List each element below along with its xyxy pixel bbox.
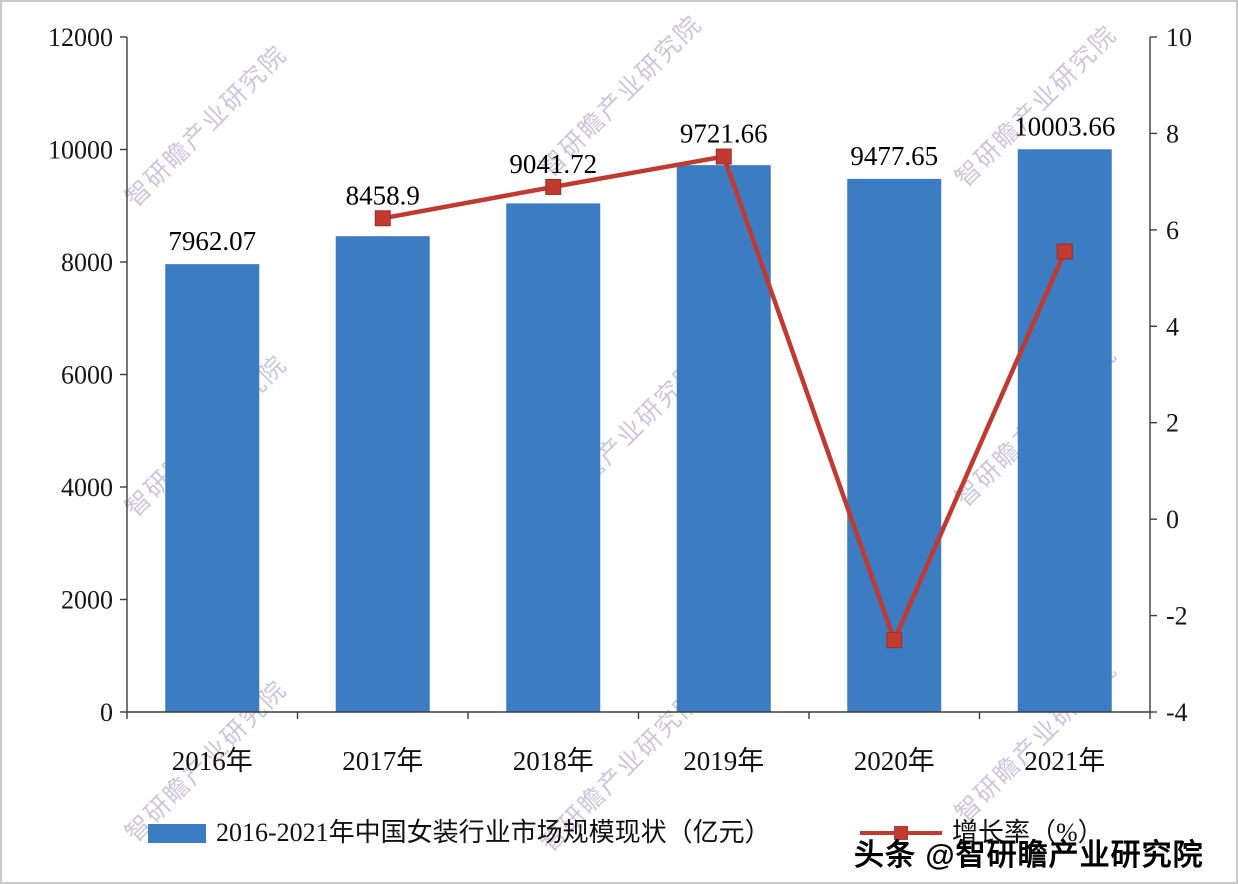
x-axis-label-2021年: 2021年 (1024, 746, 1105, 776)
right-axis-tick-label: -2 (1166, 602, 1188, 631)
left-axis-tick-label: 8000 (61, 248, 113, 277)
chart-legend-line-series: 增长率（%） (860, 820, 1104, 846)
left-axis-tick-label: 4000 (61, 473, 113, 502)
growth-marker-2019年 (715, 148, 732, 165)
bar-value-label: 9477.65 (850, 141, 938, 171)
left-axis-tick-label: 10000 (48, 136, 113, 165)
growth-marker-2020年 (886, 632, 903, 649)
toutiao-watermark-text: 头条 @智研瞻产业研究院 (854, 839, 1204, 872)
left-axis-tick-label: 12000 (48, 23, 113, 52)
x-axis-label-2018年: 2018年 (513, 746, 594, 776)
right-axis-tick-label: 0 (1166, 505, 1179, 534)
left-axis-tick-label: 2000 (61, 586, 113, 615)
bar-2019年 (676, 165, 771, 713)
bar-value-label: 10003.66 (1014, 111, 1115, 141)
right-axis-tick-label: 2 (1166, 409, 1179, 438)
right-axis-tick-label: 4 (1166, 312, 1179, 341)
line-series-swatch (860, 824, 942, 842)
right-axis-tick-label: 10 (1166, 23, 1192, 52)
right-axis-tick-label: 8 (1166, 119, 1179, 148)
x-axis-label-2017年: 2017年 (342, 746, 423, 776)
line-series-label: 增长率（%） (952, 818, 1104, 847)
left-axis-tick-label: 0 (100, 698, 113, 727)
bar-2020年 (847, 178, 942, 712)
x-axis-label-2016年: 2016年 (172, 746, 253, 776)
x-axis-label-2020年: 2020年 (854, 746, 935, 776)
right-axis-tick-label: 6 (1166, 216, 1179, 245)
bar-value-label: 8458.9 (346, 180, 420, 210)
x-axis-label-2019年: 2019年 (683, 746, 764, 776)
growth-marker-2021年 (1056, 243, 1073, 260)
bar-2017年 (335, 236, 430, 712)
bar-series-swatch (148, 823, 206, 843)
bar-2021年 (1017, 149, 1112, 712)
bar-2018年 (506, 203, 601, 712)
bar-value-label: 9721.66 (680, 119, 768, 149)
diagonal-watermark-text: 智研瞻产业研究院 (120, 40, 293, 213)
growth-marker-2017年 (374, 210, 391, 227)
right-axis-tick-label: -4 (1166, 698, 1188, 727)
left-axis-tick-label: 6000 (61, 361, 113, 390)
chart-legend-bar-series: 2016-2021年中国女装行业市场规模现状（亿元） (148, 820, 771, 846)
growth-marker-2018年 (545, 178, 562, 195)
bar-2016年 (165, 264, 260, 712)
bar-series-label: 2016-2021年中国女装行业市场规模现状（亿元） (216, 818, 771, 847)
bar-value-label: 7962.07 (168, 226, 256, 256)
bar-value-label: 9041.72 (509, 149, 597, 179)
line-sample-marker (894, 826, 908, 840)
